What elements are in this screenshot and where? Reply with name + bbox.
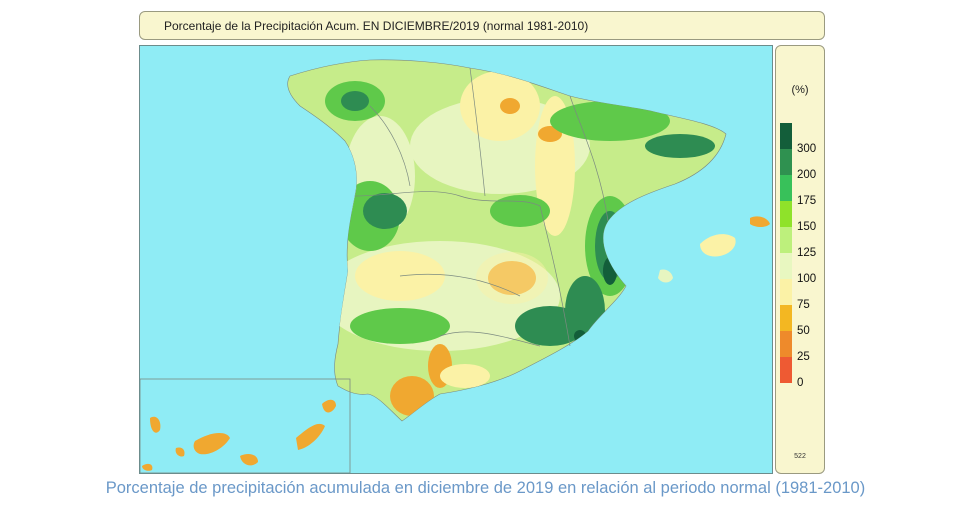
legend-swatch bbox=[780, 123, 792, 149]
legend-code: 522 bbox=[794, 453, 806, 460]
legend-label: 100 bbox=[797, 273, 817, 285]
legend-swatch bbox=[780, 175, 792, 201]
legend-label: 25 bbox=[797, 351, 810, 363]
legend-label: 75 bbox=[797, 299, 810, 311]
legend-swatch bbox=[780, 227, 792, 253]
legend-swatch bbox=[780, 149, 792, 175]
map-title-box: Porcentaje de la Precipitación Acum. EN … bbox=[139, 11, 825, 40]
balearic-islands bbox=[658, 216, 770, 283]
legend-label: 300 bbox=[797, 143, 817, 155]
precipitation-map bbox=[139, 45, 773, 474]
legend-label: 200 bbox=[797, 169, 817, 181]
legend-label: 175 bbox=[797, 195, 817, 207]
legend-swatch bbox=[780, 357, 792, 383]
legend-label: 150 bbox=[797, 221, 817, 233]
legend-swatch bbox=[780, 201, 792, 227]
legend-swatch bbox=[780, 331, 792, 357]
legend-label: 50 bbox=[797, 325, 810, 337]
canary-islands bbox=[142, 399, 336, 471]
figure-caption: Porcentaje de precipitación acumulada en… bbox=[105, 479, 866, 497]
legend-swatch bbox=[780, 279, 792, 305]
legend-label: 125 bbox=[797, 247, 817, 259]
legend-swatch bbox=[780, 253, 792, 279]
legend: (%) 300 200 175 150 125 100 75 50 25 0 522 bbox=[775, 45, 825, 474]
canary-inset-frame bbox=[140, 378, 351, 473]
legend-label: 0 bbox=[797, 377, 804, 389]
legend-unit: (%) bbox=[791, 84, 809, 96]
legend-swatch bbox=[780, 305, 792, 331]
map-title: Porcentaje de la Precipitación Acum. EN … bbox=[164, 18, 589, 33]
region-borders bbox=[354, 67, 609, 347]
